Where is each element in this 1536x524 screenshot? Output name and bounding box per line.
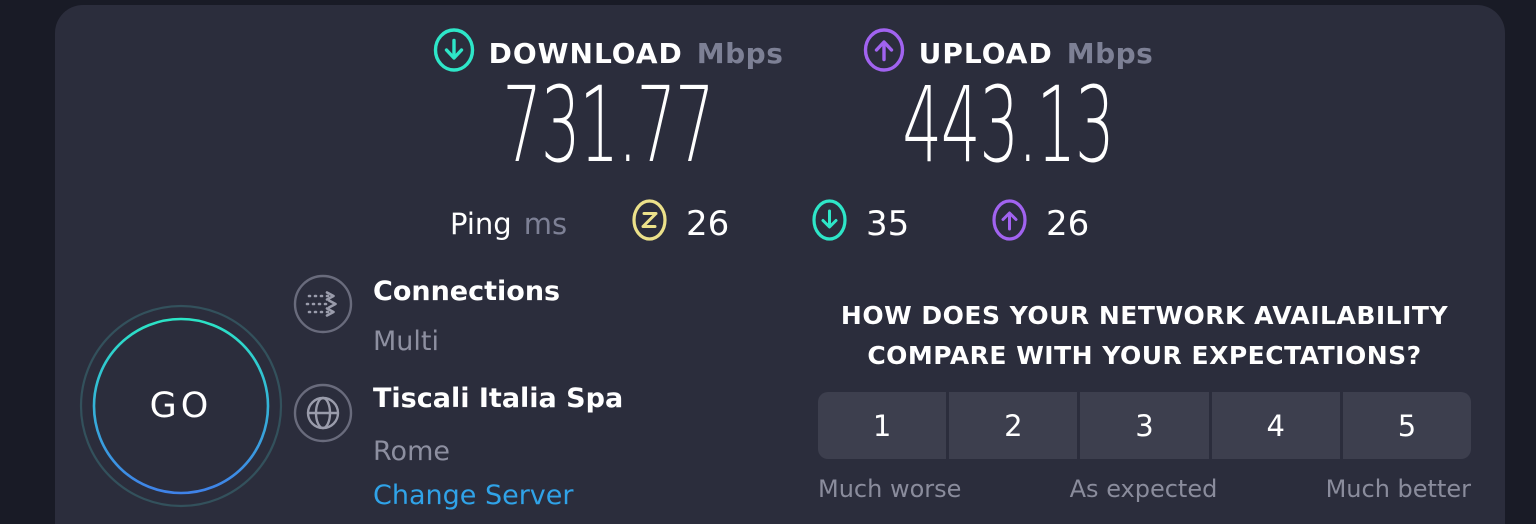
upload-latency-icon <box>991 197 1028 252</box>
multi-connections-icon <box>293 274 353 338</box>
change-server-link[interactable]: Change Server <box>373 479 574 511</box>
download-result-value: 731.77 <box>502 64 714 186</box>
speedtest-result-card: DOWNLOAD Mbps UPLOAD Mbps 731.77 443.13 … <box>55 5 1505 524</box>
survey-question-line2: COMPARE WITH YOUR EXPECTATIONS? <box>867 341 1422 370</box>
rating-button-1[interactable]: 1 <box>818 392 947 459</box>
rating-button-2[interactable]: 2 <box>949 392 1078 459</box>
ping-label: Ping <box>450 207 512 241</box>
ping-unit: ms <box>523 207 568 241</box>
scale-label-expected: As expected <box>1069 475 1218 503</box>
idle-latency-icon <box>631 197 668 252</box>
go-button-label: GO <box>149 386 213 426</box>
idle-latency-group: 26 <box>631 198 730 248</box>
upload-circle-icon <box>863 27 905 79</box>
download-unit: Mbps <box>696 36 784 70</box>
ping-header: Ping ms <box>450 206 567 242</box>
connections-type[interactable]: Multi <box>373 325 439 357</box>
download-header: DOWNLOAD Mbps <box>408 27 808 75</box>
server-location: Rome <box>373 435 450 467</box>
rating-button-3[interactable]: 3 <box>1080 392 1209 459</box>
upload-latency-group: 26 <box>991 198 1090 248</box>
go-button[interactable]: GO <box>79 304 283 508</box>
scale-label-better: Much better <box>1325 475 1471 503</box>
upload-unit: Mbps <box>1066 36 1154 70</box>
upload-header: UPLOAD Mbps <box>808 27 1208 75</box>
rating-button-5[interactable]: 5 <box>1342 392 1472 459</box>
download-latency-group: 35 <box>811 198 910 248</box>
connections-label: Connections <box>373 275 561 307</box>
rating-scale: 1 2 3 4 5 <box>818 392 1472 459</box>
go-button-rings <box>79 304 283 508</box>
upload-latency-value: 26 <box>1046 204 1090 244</box>
download-latency-value: 35 <box>866 204 910 244</box>
idle-latency-value: 26 <box>686 204 730 244</box>
upload-label: UPLOAD <box>918 36 1053 70</box>
download-latency-icon <box>811 197 848 252</box>
server-provider: Tiscali Italia Spa <box>373 382 624 414</box>
survey-question: HOW DOES YOUR NETWORK AVAILABILITY COMPA… <box>793 296 1496 376</box>
rating-button-4[interactable]: 4 <box>1211 392 1340 459</box>
survey-question-line1: HOW DOES YOUR NETWORK AVAILABILITY <box>840 301 1449 330</box>
upload-result-value: 443.13 <box>902 64 1114 186</box>
rating-scale-labels: Much worse As expected Much better <box>818 475 1471 503</box>
globe-icon <box>293 383 353 447</box>
download-circle-icon <box>433 27 475 79</box>
download-label: DOWNLOAD <box>488 36 683 70</box>
scale-label-worse: Much worse <box>818 475 962 503</box>
